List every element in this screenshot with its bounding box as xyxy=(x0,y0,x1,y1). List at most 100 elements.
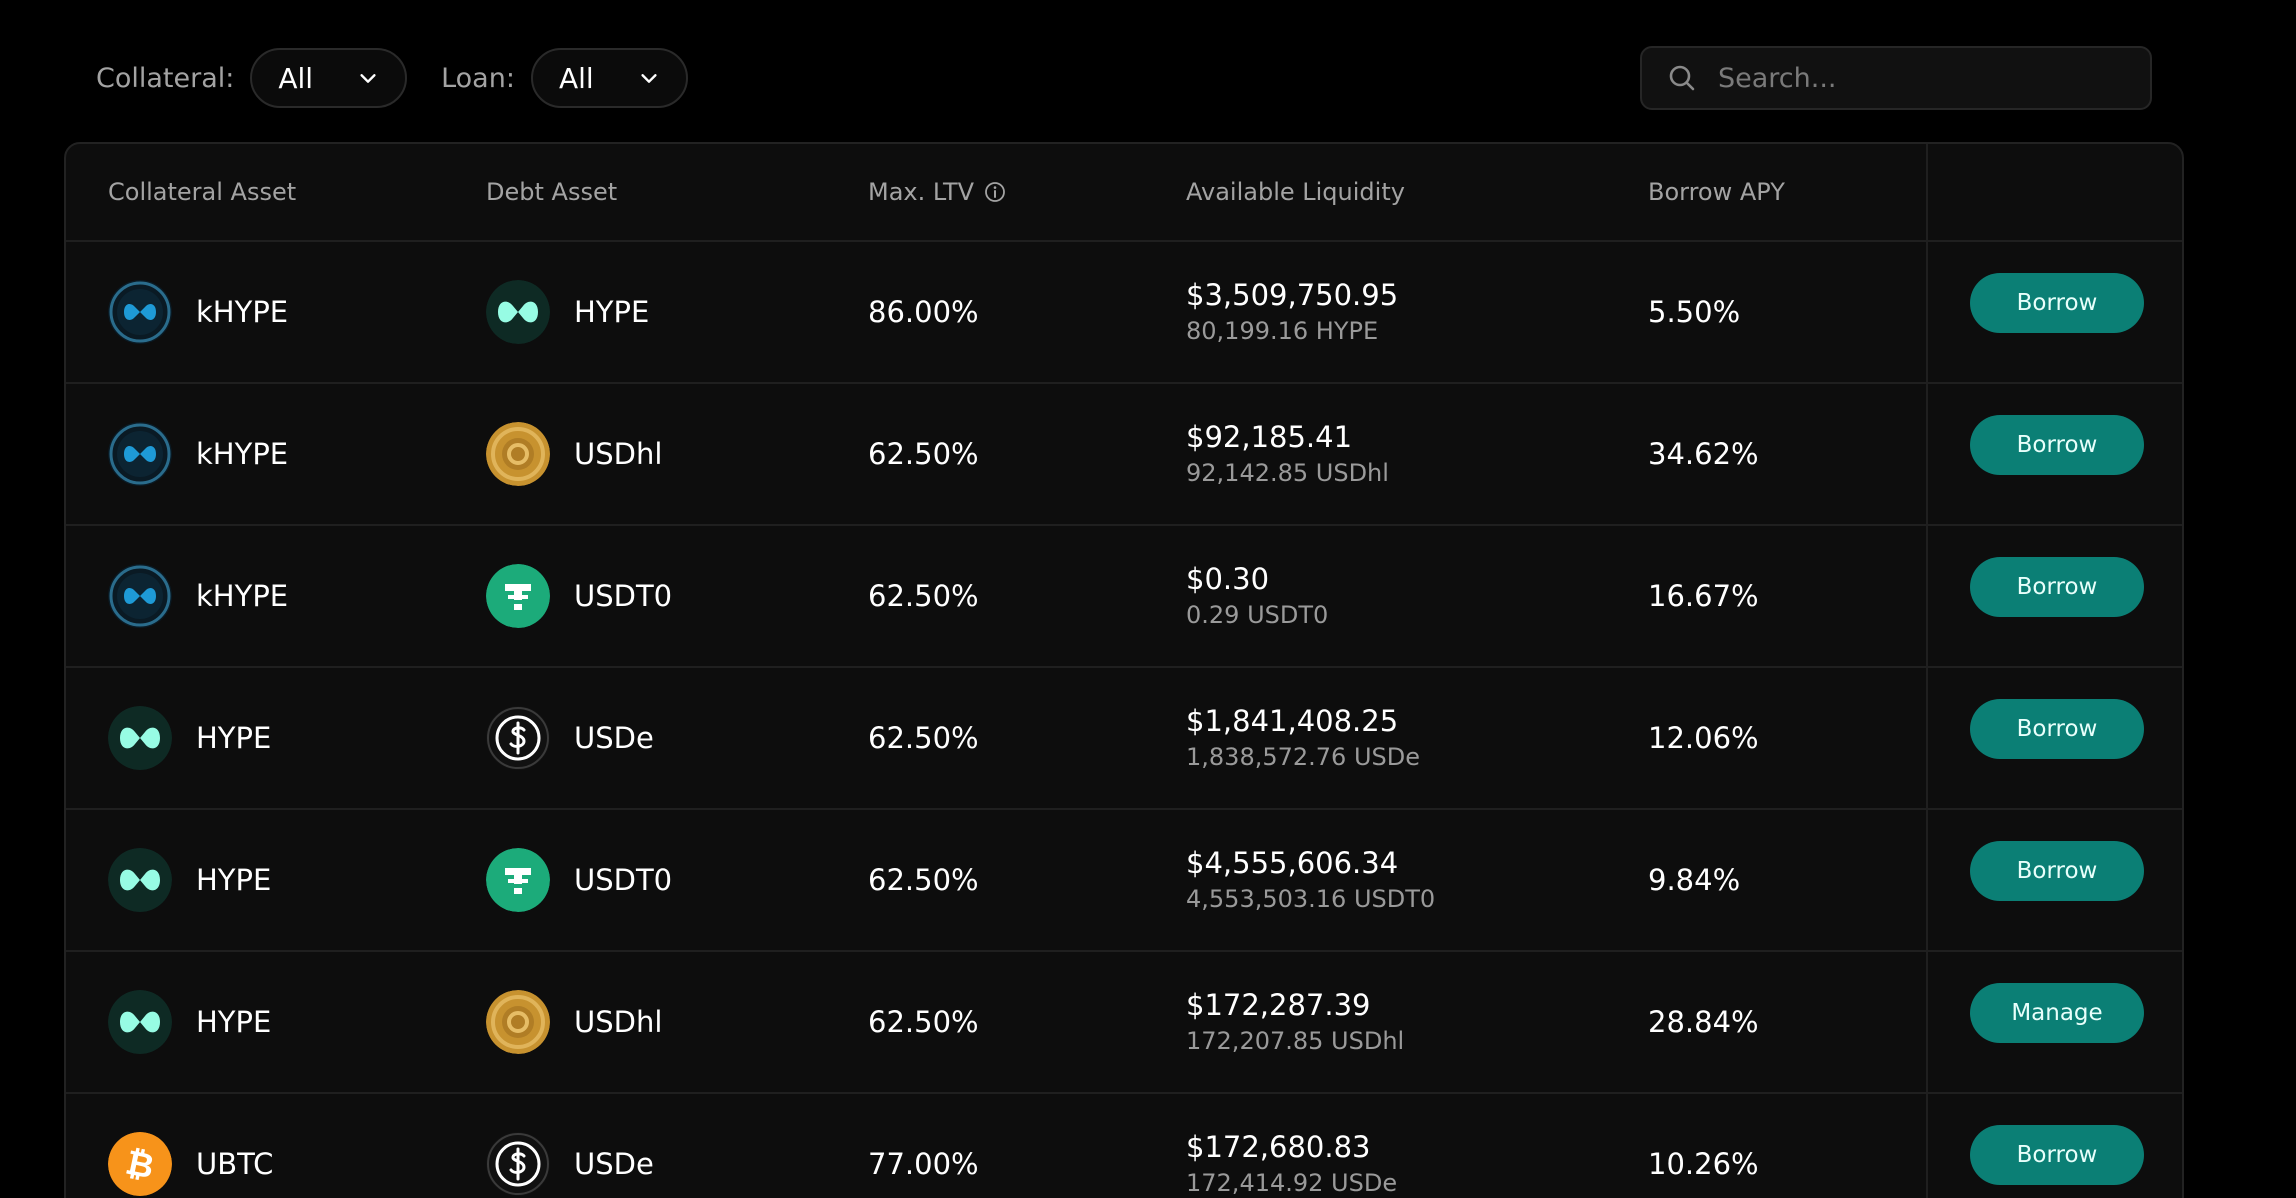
max-ltv-cell: 77.00% xyxy=(868,1094,979,1198)
borrow-apy-value: 9.84% xyxy=(1648,863,1741,897)
collateral-filter-label: Collateral: xyxy=(96,62,235,94)
hype-icon xyxy=(486,280,550,344)
collateral-asset-name: kHYPE xyxy=(196,579,289,613)
usdhl-icon xyxy=(486,990,550,1054)
collateral-cell: kHYPE xyxy=(108,242,288,382)
debt-cell: USDe xyxy=(486,1094,654,1198)
borrow-button[interactable]: Borrow xyxy=(1970,557,2144,617)
borrow-apy-cell: 9.84% xyxy=(1648,810,1740,950)
ubtc-icon xyxy=(108,1132,172,1196)
collateral-asset-name: kHYPE xyxy=(196,437,289,471)
liquidity-usd: $3,509,750.95 xyxy=(1186,278,1399,312)
debt-asset-name: USDe xyxy=(574,721,654,755)
max-ltv-cell: 62.50% xyxy=(868,668,979,808)
borrow-apy-cell: 16.67% xyxy=(1648,526,1759,666)
liquidity-cell: $172,680.83 172,414.92 USDe xyxy=(1186,1094,1397,1198)
liquidity-cell: $1,841,408.25 1,838,572.76 USDe xyxy=(1186,668,1420,808)
borrow-button[interactable]: Borrow xyxy=(1970,699,2144,759)
collateral-cell: kHYPE xyxy=(108,384,288,524)
debt-asset-name: HYPE xyxy=(574,295,650,329)
liquidity-usd: $92,185.41 xyxy=(1186,420,1353,454)
max-ltv-value: 86.00% xyxy=(868,295,979,329)
hype-icon xyxy=(108,706,172,770)
collateral-filter-select[interactable]: All xyxy=(250,48,408,108)
borrow-apy-value: 28.84% xyxy=(1648,1005,1759,1039)
collateral-cell: HYPE xyxy=(108,810,271,950)
hype-icon xyxy=(108,990,172,1054)
collateral-filter-value: All xyxy=(278,61,314,95)
liquidity-amount: 92,142.85 USDhl xyxy=(1186,459,1389,487)
borrow-apy-cell: 10.26% xyxy=(1648,1094,1759,1198)
liquidity-cell: $92,185.41 92,142.85 USDhl xyxy=(1186,384,1389,524)
borrow-button[interactable]: Borrow xyxy=(1970,415,2144,475)
max-ltv-value: 62.50% xyxy=(868,721,979,755)
khype-icon xyxy=(108,422,172,486)
table-row[interactable]: kHYPE HYPE 86.00% $3,509,750.95 80,199.1… xyxy=(66,242,2182,384)
collateral-cell: HYPE xyxy=(108,952,271,1092)
max-ltv-cell: 86.00% xyxy=(868,242,979,382)
liquidity-usd: $172,680.83 xyxy=(1186,1130,1371,1164)
khype-icon xyxy=(108,280,172,344)
header-available-liquidity: Available Liquidity xyxy=(1186,178,1405,206)
debt-asset-name: USDT0 xyxy=(574,579,673,613)
debt-asset-name: USDT0 xyxy=(574,863,673,897)
loan-filter-select[interactable]: All xyxy=(530,48,688,108)
max-ltv-cell: 62.50% xyxy=(868,384,979,524)
action-cell: Borrow xyxy=(1970,668,2144,808)
liquidity-usd: $1,841,408.25 xyxy=(1186,704,1399,738)
table-row[interactable]: kHYPE USDhl 62.50% $92,185.41 92,142.85 … xyxy=(66,384,2182,526)
borrow-apy-cell: 5.50% xyxy=(1648,242,1740,382)
header-borrow-apy: Borrow APY xyxy=(1648,178,1785,206)
table-row[interactable]: HYPE USDe 62.50% $1,841,408.25 1,838,572… xyxy=(66,668,2182,810)
borrow-button[interactable]: Borrow xyxy=(1970,1125,2144,1185)
collateral-cell: UBTC xyxy=(108,1094,273,1198)
max-ltv-value: 62.50% xyxy=(868,579,979,613)
debt-cell: HYPE xyxy=(486,242,649,382)
collateral-asset-name: HYPE xyxy=(196,721,272,755)
borrow-button[interactable]: Borrow xyxy=(1970,273,2144,333)
liquidity-cell: $4,555,606.34 4,553,503.16 USDT0 xyxy=(1186,810,1435,950)
action-column-divider xyxy=(1926,144,1928,1198)
search-box[interactable] xyxy=(1640,46,2152,110)
info-icon[interactable] xyxy=(984,181,1006,203)
action-cell: Manage xyxy=(1970,952,2144,1092)
borrow-apy-value: 10.26% xyxy=(1648,1147,1759,1181)
borrow-button[interactable]: Borrow xyxy=(1970,841,2144,901)
liquidity-amount: 172,414.92 USDe xyxy=(1186,1169,1398,1197)
action-cell: Borrow xyxy=(1970,526,2144,666)
collateral-asset-name: HYPE xyxy=(196,863,272,897)
max-ltv-value: 62.50% xyxy=(868,863,979,897)
liquidity-amount: 172,207.85 USDhl xyxy=(1186,1027,1405,1055)
borrow-apy-value: 5.50% xyxy=(1648,295,1741,329)
max-ltv-cell: 62.50% xyxy=(868,952,979,1092)
liquidity-cell: $3,509,750.95 80,199.16 HYPE xyxy=(1186,242,1398,382)
debt-asset-name: USDe xyxy=(574,1147,654,1181)
header-collateral-asset: Collateral Asset xyxy=(108,178,297,206)
khype-icon xyxy=(108,564,172,628)
table-row[interactable]: HYPE USDT0 62.50% $4,555,606.34 4,553,50… xyxy=(66,810,2182,952)
collateral-cell: kHYPE xyxy=(108,526,288,666)
header-max-ltv: Max. LTV xyxy=(868,144,1006,240)
borrow-apy-value: 16.67% xyxy=(1648,579,1759,613)
table-row[interactable]: UBTC USDe 77.00% $172,680.83 172,414.92 … xyxy=(66,1094,2182,1198)
max-ltv-value: 62.50% xyxy=(868,1005,979,1039)
hype-icon xyxy=(108,848,172,912)
debt-cell: USDT0 xyxy=(486,810,672,950)
table-header: Collateral Asset Debt Asset Max. LTV Ava… xyxy=(66,144,2182,242)
liquidity-usd: $172,287.39 xyxy=(1186,988,1371,1022)
manage-button[interactable]: Manage xyxy=(1970,983,2144,1043)
table-row[interactable]: HYPE USDhl 62.50% $172,287.39 172,207.85… xyxy=(66,952,2182,1094)
debt-cell: USDhl xyxy=(486,952,662,1092)
liquidity-amount: 4,553,503.16 USDT0 xyxy=(1186,885,1436,913)
action-cell: Borrow xyxy=(1970,242,2144,382)
collateral-cell: HYPE xyxy=(108,668,271,808)
markets-table: Collateral Asset Debt Asset Max. LTV Ava… xyxy=(64,142,2184,1198)
borrow-apy-cell: 34.62% xyxy=(1648,384,1759,524)
max-ltv-cell: 62.50% xyxy=(868,526,979,666)
search-input[interactable] xyxy=(1716,61,2120,95)
loan-filter-label: Loan: xyxy=(441,62,515,94)
chevron-down-icon xyxy=(641,74,657,83)
filter-bar: Collateral: All Loan: All xyxy=(96,46,722,110)
table-row[interactable]: kHYPE USDT0 62.50% $0.30 0.29 USDT0 16.6… xyxy=(66,526,2182,668)
max-ltv-cell: 62.50% xyxy=(868,810,979,950)
